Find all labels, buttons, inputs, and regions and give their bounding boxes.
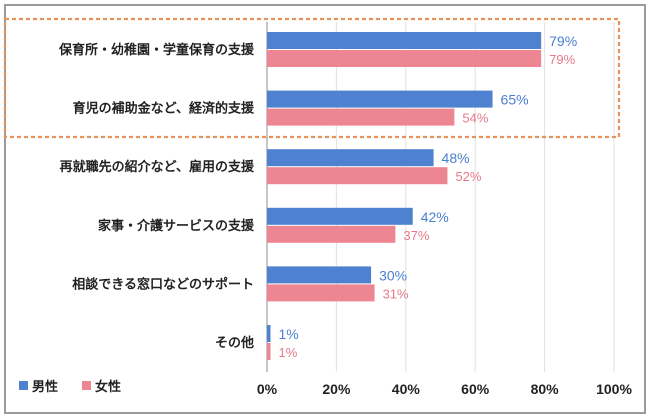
value-label-male: 42% (421, 209, 449, 225)
bar-male (267, 90, 493, 108)
bar-female (267, 284, 375, 302)
category-label: 家事・介護サービスの支援 (98, 218, 255, 234)
x-tick-label: 60% (461, 381, 490, 397)
value-label-female: 52% (455, 169, 481, 184)
category-label: 再就職先の紹介など、雇用の支援 (60, 159, 255, 175)
bar-female (267, 343, 271, 360)
value-label-male: 1% (278, 326, 298, 342)
category-label: 保育所・幼稚園・学童保育の支援 (58, 42, 255, 58)
category-label: 相談できる窓口などのサポート (72, 276, 254, 292)
bar-male (267, 325, 271, 342)
bar-male (267, 149, 434, 167)
bar-male (267, 32, 542, 49)
x-tick-label: 20% (322, 381, 351, 397)
value-label-female: 37% (403, 228, 429, 243)
bar-female (267, 225, 396, 243)
bar-female (267, 108, 455, 126)
legend-label-male: 男性 (32, 379, 58, 395)
value-label-female: 54% (462, 111, 488, 126)
category-label: 育児の補助金など、経済的支援 (73, 101, 255, 117)
value-label-male: 30% (379, 267, 407, 283)
x-tick-label: 100% (596, 381, 632, 397)
highlight-box (3, 17, 621, 139)
bar-male (267, 207, 413, 225)
bar-male (267, 266, 372, 284)
bar-female (267, 50, 542, 67)
value-label-female: 1% (278, 345, 297, 360)
legend-swatch-male (19, 381, 28, 390)
value-label-male: 65% (501, 92, 529, 108)
value-label-male: 79% (549, 33, 577, 49)
legend-label-female: 女性 (95, 379, 121, 395)
category-label: その他 (215, 335, 254, 351)
x-tick-label: 40% (392, 381, 421, 397)
value-label-male: 48% (442, 150, 470, 166)
bar-female (267, 167, 448, 185)
value-label-female: 31% (383, 286, 409, 301)
value-label-female: 79% (549, 52, 575, 67)
legend-swatch-female (82, 381, 91, 390)
x-tick-label: 0% (257, 381, 278, 397)
x-tick-label: 80% (531, 381, 560, 397)
